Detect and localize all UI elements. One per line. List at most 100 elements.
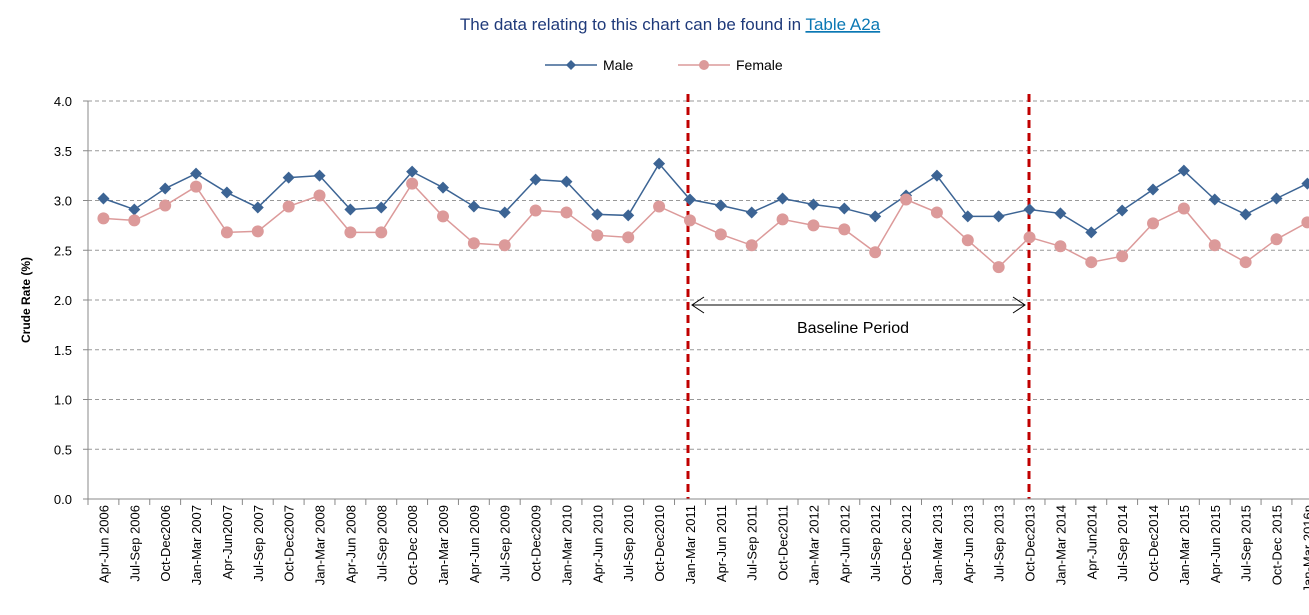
point <box>97 212 110 225</box>
y-tick-label: 3.0 <box>54 194 72 209</box>
x-tick-label: Jan-Mar 2011 <box>683 505 698 584</box>
point <box>128 214 141 227</box>
point <box>1208 239 1221 252</box>
point <box>159 199 172 212</box>
point <box>437 210 450 223</box>
x-tick-label: Jan-Mar 2009 <box>436 505 451 585</box>
x-tick-label: Jul-Sep 2009 <box>498 505 513 582</box>
x-tick-label: Oct-Dec2011 <box>776 505 791 581</box>
point <box>992 210 1005 223</box>
point <box>622 231 635 244</box>
point <box>1054 240 1067 253</box>
point <box>529 173 542 186</box>
x-tick-label: Apr-Jun 2008 <box>343 505 358 583</box>
x-tick-label: Jul-Sep 2015 <box>1239 505 1254 582</box>
x-tick-label: Jul-Sep 2006 <box>127 505 142 582</box>
legend-label: Female <box>736 57 783 73</box>
point <box>251 225 264 238</box>
x-tick-label: Oct-Dec2009 <box>529 505 544 582</box>
point <box>1239 208 1252 221</box>
point <box>1208 193 1221 206</box>
point <box>653 157 666 170</box>
point <box>1270 192 1283 205</box>
point <box>745 239 758 252</box>
x-tick-label: Jan-Mar 2015 <box>1177 505 1192 585</box>
x-tick-label: Jan-Mar 2013 <box>930 505 945 585</box>
series-line <box>103 182 1308 269</box>
point <box>838 223 851 236</box>
point <box>961 210 974 223</box>
point <box>1147 183 1160 196</box>
x-tick-label: Jan-Mar 2016p <box>1300 505 1309 592</box>
point <box>1085 226 1098 239</box>
x-tick-label: Jan-Mar 2014 <box>1053 505 1068 585</box>
point <box>622 209 635 222</box>
x-tick-label: Jul-Sep 2013 <box>992 505 1007 582</box>
point <box>930 206 943 219</box>
point <box>1116 250 1129 263</box>
x-tick-label: Oct-Dec 2008 <box>405 505 420 585</box>
point <box>1116 204 1129 217</box>
point <box>220 186 233 199</box>
point <box>776 192 789 205</box>
point <box>467 200 480 213</box>
y-tick-label: 1.5 <box>54 343 72 358</box>
series <box>97 157 1309 239</box>
point <box>992 261 1005 274</box>
point <box>282 200 295 213</box>
point <box>683 214 696 227</box>
series <box>97 177 1309 274</box>
y-axis-label: Crude Rate (%) <box>19 257 33 343</box>
point <box>313 189 326 202</box>
point <box>529 204 542 217</box>
x-tick-label: Oct-Dec2013 <box>1023 505 1038 582</box>
table-link[interactable]: Table A2a <box>805 15 880 34</box>
point <box>930 169 943 182</box>
point <box>498 206 511 219</box>
x-tick-label: Jul-Sep 2008 <box>374 505 389 582</box>
point <box>159 182 172 195</box>
x-tick-label: Jan-Mar 2012 <box>806 505 821 585</box>
x-tick-label: Oct-Dec 2012 <box>899 505 914 585</box>
chart-title: The data relating to this chart can be f… <box>460 15 881 34</box>
title-text: The data relating to this chart can be f… <box>460 15 801 34</box>
x-tick-label: Oct-Dec2007 <box>282 505 297 582</box>
x-tick-label: Oct-Dec2010 <box>652 505 667 582</box>
x-tick-label: Jul-Sep 2010 <box>621 505 636 582</box>
point <box>437 181 450 194</box>
x-tick-label: Jul-Sep 2012 <box>868 505 883 582</box>
x-tick-label: Jul-Sep 2014 <box>1115 505 1130 582</box>
x-tick-label: Apr-Jun 2013 <box>961 505 976 583</box>
x-tick-label: Apr-Jun 2010 <box>590 505 605 583</box>
x-tick-label: Jan-Mar 2007 <box>189 505 204 585</box>
point <box>869 246 882 259</box>
legend-marker <box>566 60 576 70</box>
point <box>1301 177 1309 190</box>
x-tick-label: Apr-Jun2014 <box>1084 505 1099 579</box>
point <box>251 201 264 214</box>
y-tick-label: 1.0 <box>54 393 72 408</box>
x-tick-label: Oct-Dec 2015 <box>1269 505 1284 585</box>
grid <box>88 100 1309 450</box>
x-tick-label: Jan-Mar 2010 <box>559 505 574 585</box>
point <box>406 177 419 190</box>
point <box>807 219 820 232</box>
point <box>1301 216 1309 229</box>
point <box>313 169 326 182</box>
annotation: Baseline Period <box>797 320 909 337</box>
x-tick-label: Apr-Jun 2012 <box>837 505 852 583</box>
point <box>344 203 357 216</box>
point <box>900 193 913 206</box>
point <box>97 192 110 205</box>
point <box>560 206 573 219</box>
point <box>591 208 604 221</box>
point <box>838 202 851 215</box>
y-tick-label: 4.0 <box>54 94 72 109</box>
y-tick-label: 0.0 <box>54 492 72 507</box>
point <box>1177 164 1190 177</box>
x-tick-label: Apr-Jun 2011 <box>714 505 729 582</box>
point <box>560 175 573 188</box>
y-tick-label: 2.0 <box>54 293 72 308</box>
point <box>869 210 882 223</box>
